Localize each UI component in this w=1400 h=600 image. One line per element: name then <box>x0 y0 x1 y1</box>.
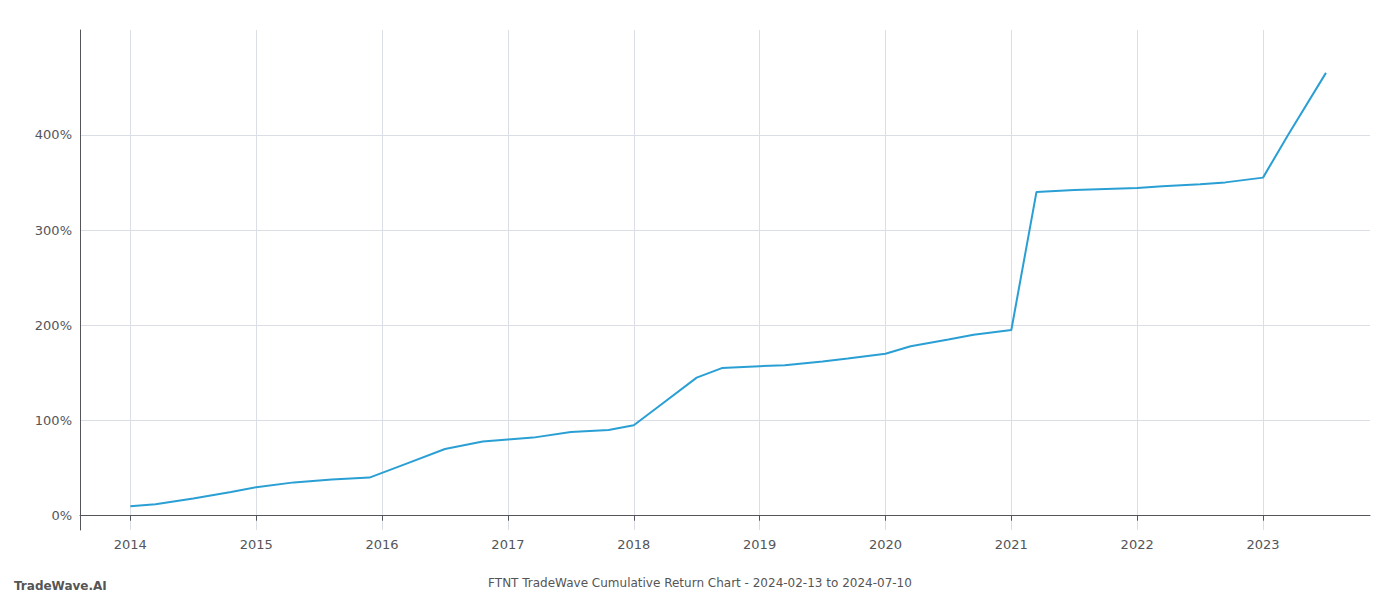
svg-text:2019: 2019 <box>743 537 776 552</box>
svg-text:400%: 400% <box>35 127 72 142</box>
svg-text:200%: 200% <box>35 318 72 333</box>
svg-text:2020: 2020 <box>869 537 902 552</box>
svg-text:0%: 0% <box>51 508 72 523</box>
svg-text:2018: 2018 <box>617 537 650 552</box>
svg-text:FTNT TradeWave Cumulative Retu: FTNT TradeWave Cumulative Return Chart -… <box>488 576 912 590</box>
svg-text:100%: 100% <box>35 413 72 428</box>
svg-text:2021: 2021 <box>995 537 1028 552</box>
svg-text:2023: 2023 <box>1246 537 1279 552</box>
svg-text:TradeWave.AI: TradeWave.AI <box>14 579 107 593</box>
svg-text:2017: 2017 <box>491 537 524 552</box>
svg-text:2014: 2014 <box>114 537 147 552</box>
svg-text:300%: 300% <box>35 223 72 238</box>
svg-text:2015: 2015 <box>240 537 273 552</box>
svg-text:2016: 2016 <box>366 537 399 552</box>
svg-text:2022: 2022 <box>1121 537 1154 552</box>
